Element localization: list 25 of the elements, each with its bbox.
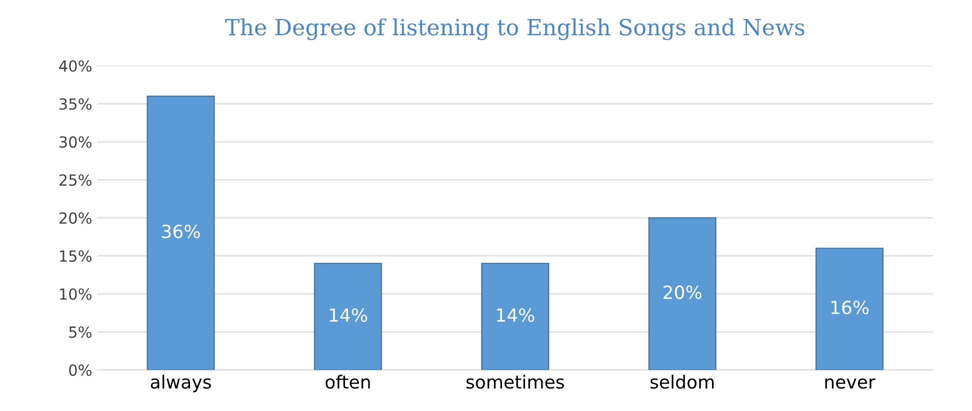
y-tick-label: 20% — [60, 212, 92, 224]
y-tick-label: 15% — [60, 250, 92, 262]
y-tick-label: 0% — [69, 364, 92, 376]
data-label: 20% — [664, 285, 702, 300]
chart-title: The Degree of listening to English Songs and News — [225, 18, 804, 40]
x-tick-label: always — [150, 374, 211, 392]
data-label: 14% — [497, 308, 534, 322]
bar — [481, 262, 550, 370]
data-label: 36% — [162, 224, 200, 238]
bar — [146, 96, 215, 370]
x-tick-label: never — [825, 378, 876, 389]
data-label: 14% — [330, 308, 368, 322]
data-label: 16% — [831, 300, 869, 314]
y-tick-label: 40% — [59, 60, 92, 72]
x-tick-label: sometimes — [466, 374, 564, 389]
bar — [314, 262, 382, 370]
x-tick-label: seldom — [650, 374, 714, 389]
bar — [648, 217, 716, 370]
y-tick-label: 5% — [69, 326, 92, 338]
bar — [816, 248, 884, 370]
y-tick-label: 25% — [60, 174, 92, 186]
y-tick-label: 35% — [60, 98, 92, 110]
y-tick-label: 10% — [60, 288, 92, 300]
y-tick-label: 30% — [60, 136, 92, 148]
x-tick-label: often — [326, 374, 370, 389]
